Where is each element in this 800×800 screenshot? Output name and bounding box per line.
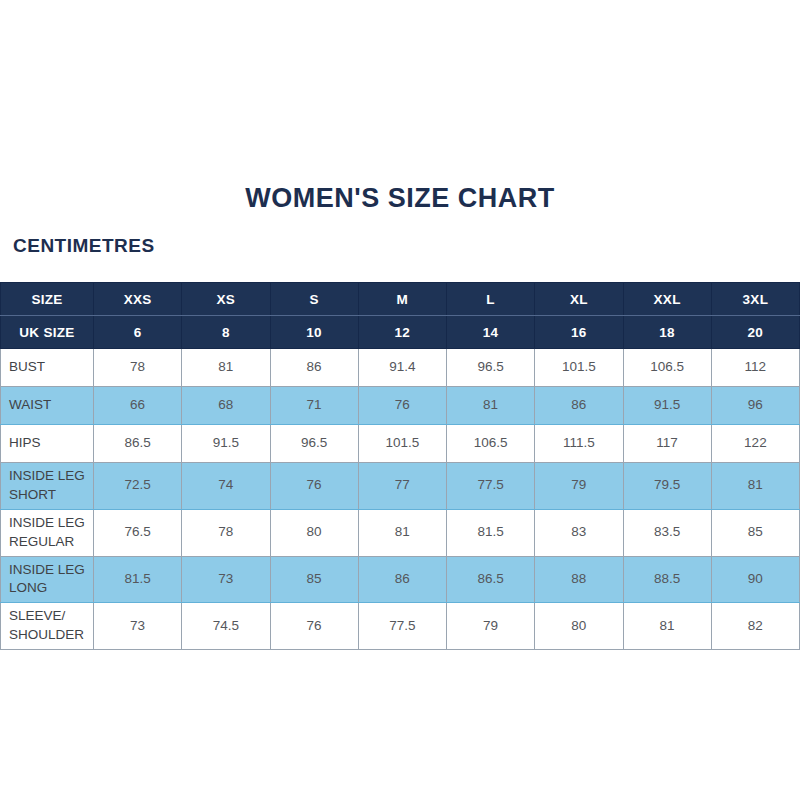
value-cell: 73 bbox=[94, 603, 182, 650]
value-cell: 74.5 bbox=[182, 603, 270, 650]
value-cell: 73 bbox=[182, 556, 270, 603]
header-value-cell: 16 bbox=[535, 316, 623, 349]
header-row: UK SIZE68101214161820 bbox=[1, 316, 800, 349]
table-row: INSIDE LEG LONG81.573858686.58888.590 bbox=[1, 556, 800, 603]
value-cell: 76.5 bbox=[94, 509, 182, 556]
value-cell: 101.5 bbox=[358, 425, 446, 463]
header-value-cell: S bbox=[270, 283, 358, 316]
value-cell: 76 bbox=[358, 387, 446, 425]
table-row: HIPS86.591.596.5101.5106.5111.5117122 bbox=[1, 425, 800, 463]
value-cell: 83 bbox=[535, 509, 623, 556]
value-cell: 76 bbox=[270, 463, 358, 510]
value-cell: 77.5 bbox=[447, 463, 535, 510]
value-cell: 82 bbox=[711, 603, 799, 650]
unit-label: CENTIMETRES bbox=[13, 235, 800, 257]
header-value-cell: M bbox=[358, 283, 446, 316]
value-cell: 79 bbox=[535, 463, 623, 510]
header-value-cell: 3XL bbox=[711, 283, 799, 316]
row-label-cell: BUST bbox=[1, 349, 94, 387]
value-cell: 96 bbox=[711, 387, 799, 425]
row-label-cell: SLEEVE/ SHOULDER bbox=[1, 603, 94, 650]
row-label-cell: INSIDE LEG SHORT bbox=[1, 463, 94, 510]
value-cell: 91.4 bbox=[358, 349, 446, 387]
value-cell: 81 bbox=[358, 509, 446, 556]
value-cell: 85 bbox=[270, 556, 358, 603]
value-cell: 81 bbox=[711, 463, 799, 510]
value-cell: 117 bbox=[623, 425, 711, 463]
value-cell: 88.5 bbox=[623, 556, 711, 603]
row-label-cell: HIPS bbox=[1, 425, 94, 463]
value-cell: 66 bbox=[94, 387, 182, 425]
header-value-cell: XS bbox=[182, 283, 270, 316]
value-cell: 72.5 bbox=[94, 463, 182, 510]
header-value-cell: 6 bbox=[94, 316, 182, 349]
header-value-cell: 8 bbox=[182, 316, 270, 349]
value-cell: 86 bbox=[358, 556, 446, 603]
row-label-cell: INSIDE LEG LONG bbox=[1, 556, 94, 603]
value-cell: 91.5 bbox=[623, 387, 711, 425]
table-row: WAIST66687176818691.596 bbox=[1, 387, 800, 425]
header-value-cell: 14 bbox=[447, 316, 535, 349]
table-body: BUST78818691.496.5101.5106.5112WAIST6668… bbox=[1, 349, 800, 650]
value-cell: 86 bbox=[535, 387, 623, 425]
value-cell: 71 bbox=[270, 387, 358, 425]
value-cell: 83.5 bbox=[623, 509, 711, 556]
value-cell: 78 bbox=[94, 349, 182, 387]
row-label-cell: WAIST bbox=[1, 387, 94, 425]
table-row: BUST78818691.496.5101.5106.5112 bbox=[1, 349, 800, 387]
value-cell: 112 bbox=[711, 349, 799, 387]
size-chart-page: WOMEN'S SIZE CHART CENTIMETRES SIZEXXSXS… bbox=[0, 0, 800, 800]
table-row: INSIDE LEG REGULAR76.578808181.58383.585 bbox=[1, 509, 800, 556]
value-cell: 111.5 bbox=[535, 425, 623, 463]
value-cell: 80 bbox=[535, 603, 623, 650]
row-label-cell: INSIDE LEG REGULAR bbox=[1, 509, 94, 556]
header-row: SIZEXXSXSSMLXLXXL3XL bbox=[1, 283, 800, 316]
value-cell: 88 bbox=[535, 556, 623, 603]
value-cell: 81 bbox=[623, 603, 711, 650]
value-cell: 122 bbox=[711, 425, 799, 463]
value-cell: 81 bbox=[447, 387, 535, 425]
value-cell: 80 bbox=[270, 509, 358, 556]
value-cell: 77.5 bbox=[358, 603, 446, 650]
value-cell: 106.5 bbox=[623, 349, 711, 387]
value-cell: 76 bbox=[270, 603, 358, 650]
page-title: WOMEN'S SIZE CHART bbox=[0, 0, 800, 214]
header-label-cell: UK SIZE bbox=[1, 316, 94, 349]
value-cell: 96.5 bbox=[270, 425, 358, 463]
value-cell: 91.5 bbox=[182, 425, 270, 463]
header-value-cell: 12 bbox=[358, 316, 446, 349]
header-value-cell: XXL bbox=[623, 283, 711, 316]
value-cell: 96.5 bbox=[447, 349, 535, 387]
value-cell: 79 bbox=[447, 603, 535, 650]
value-cell: 86 bbox=[270, 349, 358, 387]
table-row: SLEEVE/ SHOULDER7374.57677.579808182 bbox=[1, 603, 800, 650]
value-cell: 74 bbox=[182, 463, 270, 510]
header-value-cell: 18 bbox=[623, 316, 711, 349]
value-cell: 81.5 bbox=[447, 509, 535, 556]
value-cell: 77 bbox=[358, 463, 446, 510]
value-cell: 81.5 bbox=[94, 556, 182, 603]
table-head: SIZEXXSXSSMLXLXXL3XLUK SIZE6810121416182… bbox=[1, 283, 800, 349]
value-cell: 106.5 bbox=[447, 425, 535, 463]
value-cell: 86.5 bbox=[447, 556, 535, 603]
header-value-cell: XXS bbox=[94, 283, 182, 316]
header-value-cell: L bbox=[447, 283, 535, 316]
header-value-cell: 20 bbox=[711, 316, 799, 349]
value-cell: 85 bbox=[711, 509, 799, 556]
value-cell: 101.5 bbox=[535, 349, 623, 387]
header-value-cell: XL bbox=[535, 283, 623, 316]
value-cell: 79.5 bbox=[623, 463, 711, 510]
header-value-cell: 10 bbox=[270, 316, 358, 349]
value-cell: 81 bbox=[182, 349, 270, 387]
size-chart-table: SIZEXXSXSSMLXLXXL3XLUK SIZE6810121416182… bbox=[0, 282, 800, 650]
table-row: INSIDE LEG SHORT72.574767777.57979.581 bbox=[1, 463, 800, 510]
value-cell: 86.5 bbox=[94, 425, 182, 463]
value-cell: 78 bbox=[182, 509, 270, 556]
header-label-cell: SIZE bbox=[1, 283, 94, 316]
value-cell: 68 bbox=[182, 387, 270, 425]
value-cell: 90 bbox=[711, 556, 799, 603]
